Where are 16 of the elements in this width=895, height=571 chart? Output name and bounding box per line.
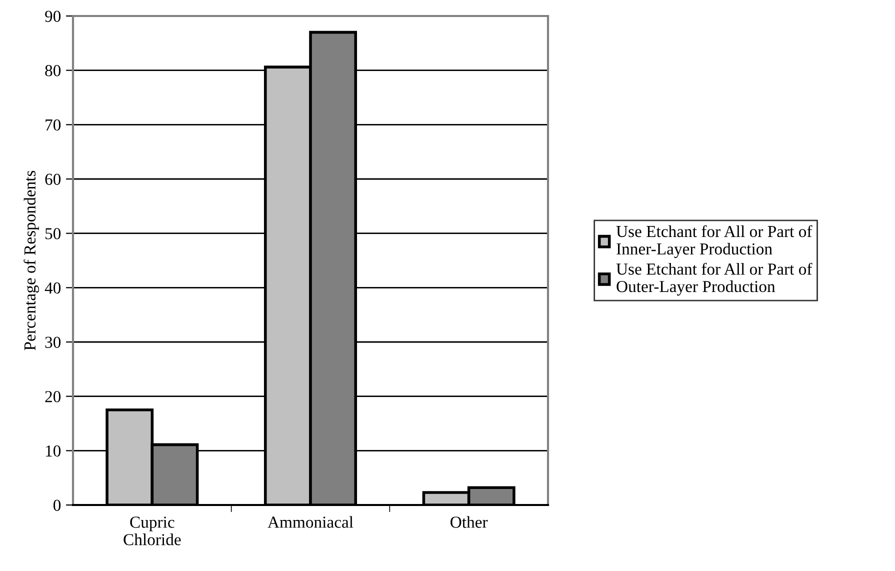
x-tick-label: Ammoniacal	[268, 516, 354, 528]
y-axis-title: Percentage of Respondents	[24, 170, 39, 350]
y-tick-label: 80	[45, 65, 61, 76]
x-tick-label: Cupric Chloride	[124, 516, 181, 546]
x-tick-label: Other	[450, 516, 488, 528]
y-tick-label: 10	[46, 445, 61, 457]
y-tick-label: 70	[46, 119, 61, 131]
y-tick-label: 40	[44, 282, 61, 294]
legend-label: Use Etchant for All or Part of Outer-Layer Production	[616, 262, 812, 296]
y-tick-label: 90	[45, 10, 61, 22]
legend-label: Use Etchant for All or Part of Inner-Layer Production	[616, 225, 812, 258]
y-tick-label: 60	[45, 174, 61, 185]
y-tick-label: 30	[45, 336, 61, 348]
y-tick-label: 20	[45, 391, 61, 402]
y-tick-label: 0	[53, 500, 61, 511]
y-tick-label: 50	[45, 228, 61, 240]
